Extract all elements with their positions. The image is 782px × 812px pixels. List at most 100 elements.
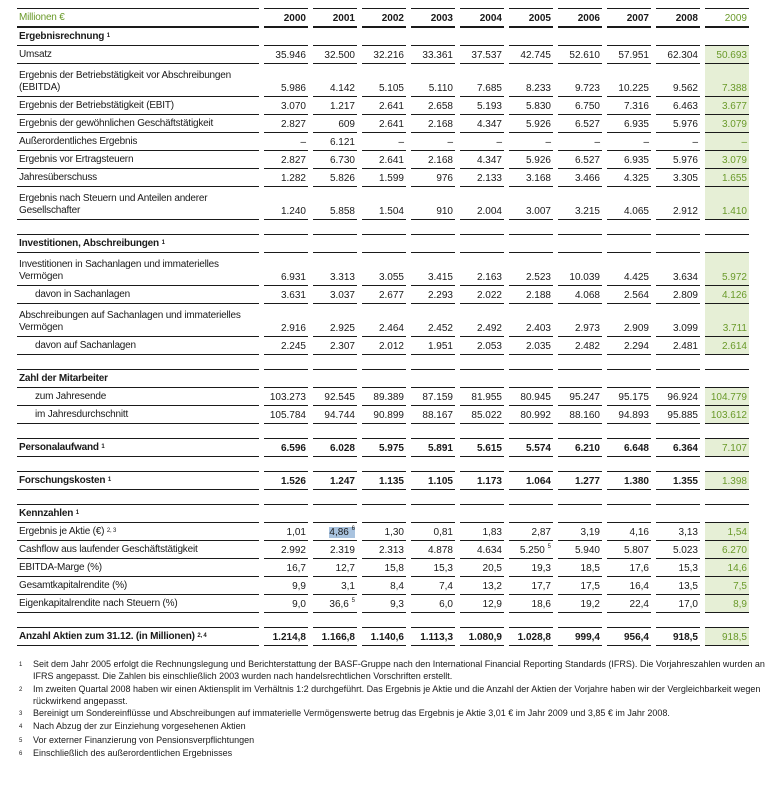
- value-text: 3.079: [721, 155, 747, 166]
- row-label-text: Außerordentliches Ergebnis: [19, 136, 138, 147]
- value-cell-2002: 89.389: [362, 388, 406, 406]
- value: 5.193: [477, 101, 502, 112]
- value: 95.175: [618, 392, 649, 403]
- value-cell-2006: 2.973: [558, 304, 602, 337]
- value-cell-2002: 1.140,6: [362, 627, 406, 646]
- value-cell-2006: 6.527: [558, 115, 602, 133]
- value: 16,7: [287, 563, 306, 574]
- value-cell-2005: 5.250 5: [509, 541, 553, 559]
- value: 8.233: [526, 83, 551, 94]
- value-cell-2009: 1.398: [705, 471, 749, 490]
- value-text: 6.463: [672, 101, 698, 112]
- value-cell-2008: 6.463: [656, 97, 700, 115]
- value-cell-2007: 956,4: [607, 627, 651, 646]
- value-cell-2007: 16,4: [607, 577, 651, 595]
- value-cell-2007: 4.325: [607, 169, 651, 187]
- footnotes: 1 Seit dem Jahr 2005 erfolgt die Rechnung…: [17, 658, 767, 760]
- value-text: 5.972: [721, 272, 747, 283]
- value-cell-2001: 2.307: [313, 337, 357, 355]
- value: 2.827: [281, 119, 306, 130]
- value-cell-2003: 5.891: [411, 438, 455, 457]
- value-text: 6.210: [574, 443, 600, 454]
- value-cell-2004: 1.080,9: [460, 627, 504, 646]
- value: 10.225: [618, 83, 649, 94]
- value: 5.976: [673, 155, 698, 166]
- year-header-2006: 2006: [558, 8, 602, 27]
- table-row: Gesamtkapitalrendite (%) 9,9 3,1 8,4 7,4 13,2…: [17, 577, 749, 595]
- value: 36,6 5: [329, 598, 355, 610]
- value-cell-2003: 88.167: [411, 406, 455, 424]
- value: 2.827: [281, 155, 306, 166]
- value-cell-2007: –: [607, 133, 651, 151]
- row-label: Ergebnis nach Steuern und Anteilen ander…: [17, 187, 259, 220]
- row-label: Ergebnis der Betriebstätigkeit (EBIT): [17, 97, 259, 115]
- value-cell-2007: 94.893: [607, 406, 651, 424]
- value: 5.615: [477, 443, 502, 454]
- row-label: EBITDA-Marge (%): [17, 559, 259, 577]
- value: 9,3: [390, 599, 404, 610]
- empty-cell: [558, 369, 602, 388]
- table-row: zum Jahresende 103.273 92.545 89.389 87.159 8…: [17, 388, 749, 406]
- row-label: im Jahresdurchschnitt: [17, 406, 259, 424]
- value: 1,83: [483, 527, 502, 538]
- value: 80.945: [520, 392, 551, 403]
- value-text: 2.452: [427, 323, 453, 334]
- table-row: Ergebnis nach Steuern und Anteilen ander…: [17, 187, 749, 220]
- value-text: 6.750: [574, 101, 600, 112]
- value: 2.245: [281, 341, 306, 352]
- value-text: 5.926: [525, 119, 551, 130]
- value-text: 95.885: [667, 410, 698, 421]
- value-text: 910: [436, 206, 453, 217]
- value-text: 3.677: [721, 101, 747, 112]
- value-text: 5.807: [623, 545, 649, 556]
- value: 918,5: [673, 632, 698, 643]
- value-text: 13,5: [678, 581, 698, 592]
- value-cell-2001: 609: [313, 115, 357, 133]
- value: 6.527: [575, 119, 600, 130]
- table-row: Personalaufwand 1 6.596 6.028 5.975 5.891 5.6…: [17, 438, 749, 457]
- value: 1.282: [281, 173, 306, 184]
- value: 2.319: [330, 545, 355, 556]
- footnote-number: 5: [19, 737, 23, 744]
- value: 9.723: [575, 83, 600, 94]
- empty-cell: [264, 27, 308, 46]
- value-cell-2008: 3.634: [656, 253, 700, 286]
- value-cell-2003: 2.168: [411, 115, 455, 133]
- value: 1.214,8: [273, 632, 306, 643]
- value: 2.909: [624, 323, 649, 334]
- footnote-text: Im zweiten Quartal 2008 haben wir einen …: [33, 683, 761, 706]
- empty-cell: [460, 27, 504, 46]
- value: 1.135: [379, 476, 404, 487]
- spacer-row: [17, 457, 749, 471]
- year-header-2009: 2009: [705, 8, 749, 27]
- value-cell-2003: 0,81: [411, 523, 455, 541]
- value-cell-2006: 3.215: [558, 187, 602, 220]
- value-cell-2001: 6.121: [313, 133, 357, 151]
- year-header-2001: 2001: [313, 8, 357, 27]
- value: 918,5: [722, 632, 747, 643]
- value: 1.410: [722, 206, 747, 217]
- value: 9,0: [292, 599, 306, 610]
- value-cell-2001: 6.730: [313, 151, 357, 169]
- value-text: 18,6: [531, 599, 551, 610]
- row-label: davon auf Sachanlagen: [17, 337, 259, 355]
- value-text: 7.107: [721, 443, 747, 454]
- value: 2.035: [526, 341, 551, 352]
- section-header-row: Investitionen, Abschreibungen 1: [17, 234, 749, 253]
- value-text: 2.035: [525, 341, 551, 352]
- empty-cell: [362, 504, 406, 523]
- row-label: Gesamtkapitalrendite (%): [17, 577, 259, 595]
- value-text: 94.893: [618, 410, 649, 421]
- value-cell-2001: 36,6 5: [313, 595, 357, 613]
- value: 15,3: [679, 563, 698, 574]
- value: 956,4: [624, 632, 649, 643]
- value-cell-2008: 1.355: [656, 471, 700, 490]
- value-cell-2000: 2.992: [264, 541, 308, 559]
- value-text: 2.482: [574, 341, 600, 352]
- value-text: 976: [436, 173, 453, 184]
- value-text: 17,6: [629, 563, 649, 574]
- value-cell-2004: 2.163: [460, 253, 504, 286]
- footnote-item: 5 Vor externer Finanzierung von Pensionsv…: [17, 734, 767, 747]
- value-cell-2001: 3,1: [313, 577, 357, 595]
- footnote-ref: 1: [75, 510, 79, 516]
